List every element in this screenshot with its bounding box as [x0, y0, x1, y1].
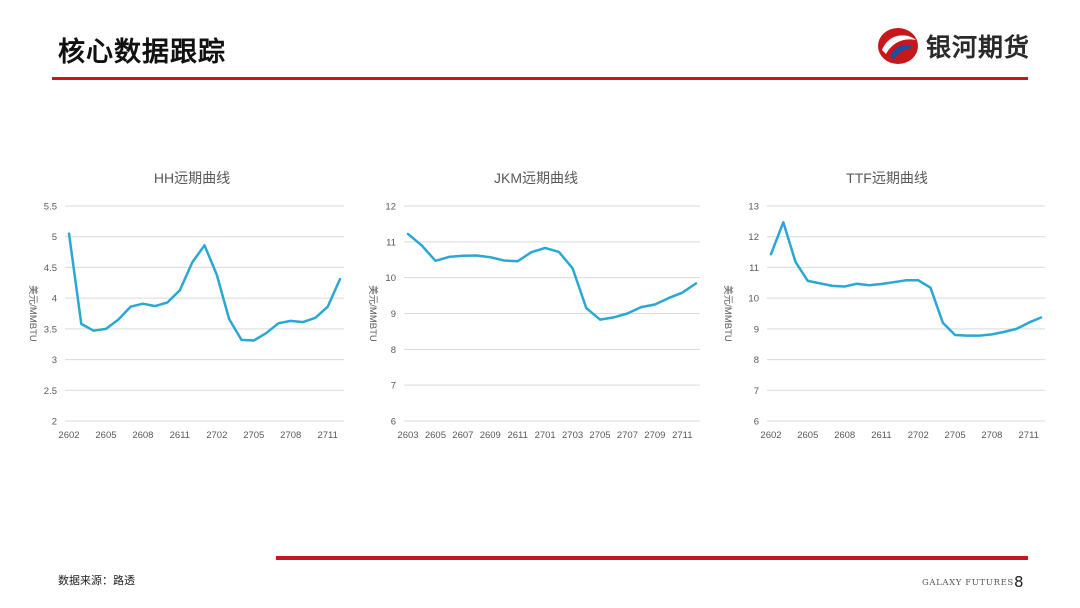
hh-x-tick-label: 2602 [58, 430, 79, 441]
jkm-y-tick-label: 7 [391, 381, 396, 392]
jkm-series-line [406, 232, 698, 321]
jkm-x-tick-label: 2603 [397, 430, 418, 441]
jkm-y-tick-label: 8 [391, 345, 396, 356]
ttf-y-tick-label: 7 [754, 386, 759, 397]
hh-chart-title: HH远期曲线 [154, 170, 230, 186]
hh-y-tick-label: 5 [52, 232, 57, 243]
ttf-series-line [769, 221, 1043, 337]
ttf-y-tick-label: 13 [748, 202, 759, 213]
hh-y-tick-label: 2.5 [44, 386, 57, 397]
logo-text: 银河期货 [926, 33, 1031, 62]
jkm-x-tick-label: 2709 [644, 430, 665, 441]
jkm-x-tick-label: 2701 [535, 430, 556, 441]
hh-y-tick-label: 5.5 [44, 202, 57, 213]
jkm-x-tick-label: 2609 [480, 430, 501, 441]
hh-y-tick-label: 4.5 [44, 263, 57, 274]
jkm-chart-title: JKM远期曲线 [494, 170, 578, 186]
jkm-x-tick-label: 2605 [425, 430, 446, 441]
ttf-chart-title: TTF远期曲线 [846, 170, 928, 186]
ttf-x-tick-label: 2608 [834, 430, 855, 441]
page-title: 核心数据跟踪 [58, 37, 226, 68]
hh-chart-svg: HH远期曲线 2 2.5 3 3.5 4 4.5 5 5.5 2602 2605 2608 2611 27… [27, 170, 344, 441]
page-number: 8 [1014, 573, 1024, 591]
jkm-x-tick-label: 2711 [672, 430, 692, 441]
hh-y-tick-label: 2 [52, 417, 57, 428]
hh-x-tick-label: 2705 [243, 430, 264, 441]
company-logo: 银河期货 [876, 24, 1030, 68]
ttf-y-axis-label: 美元/MMBTU [722, 285, 734, 342]
jkm-x-tick-label: 2703 [562, 430, 583, 441]
jkm-y-tick-label: 12 [385, 202, 396, 213]
ttf-y-tick-label: 11 [749, 263, 759, 274]
ttf-x-tick-label: 2711 [1019, 430, 1039, 441]
hh-y-axis-label: 美元/MMBTU [27, 285, 39, 342]
jkm-forward-curve-chart: JKM远期曲线 6 7 8 9 10 11 12 2603 2605 2607 2609 2611 270… [360, 160, 710, 445]
hh-y-tick-label: 4 [52, 294, 57, 305]
ttf-y-tick-label: 6 [754, 417, 759, 428]
jkm-x-tick-label: 2607 [452, 430, 473, 441]
hh-x-tick-label: 2611 [170, 430, 190, 441]
jkm-y-tick-label: 11 [386, 237, 396, 248]
galaxy-logo-icon [878, 28, 918, 64]
ttf-y-tick-label: 12 [748, 232, 759, 243]
ttf-forward-curve-chart: TTF远期曲线 6 7 8 9 10 11 12 13 2602 2605 2608 2611 2702 2… [715, 160, 1055, 445]
hh-x-tick-label: 2605 [95, 430, 116, 441]
jkm-y-tick-label: 9 [391, 309, 396, 320]
ttf-y-tick-label: 10 [748, 294, 759, 305]
ttf-x-tick-label: 2605 [797, 430, 818, 441]
ttf-chart-svg: TTF远期曲线 6 7 8 9 10 11 12 13 2602 2605 2608 2611 2702 2… [722, 170, 1045, 441]
hh-forward-curve-chart: HH远期曲线 2 2.5 3 3.5 4 4.5 5 5.5 2602 2605 2608 2611 27… [20, 160, 355, 445]
ttf-y-tick-label: 8 [754, 355, 759, 366]
ttf-x-tick-label: 2702 [908, 430, 929, 441]
header-divider [52, 77, 1028, 80]
jkm-y-axis-label: 美元/MMBTU [367, 285, 379, 342]
jkm-x-tick-label: 2611 [507, 430, 527, 441]
brand-english-name: GALAXY FUTURES [922, 578, 1014, 588]
jkm-y-tick-label: 6 [391, 417, 396, 428]
ttf-x-tick-label: 2708 [981, 430, 1002, 441]
hh-x-tick-label: 2608 [132, 430, 153, 441]
hh-y-tick-label: 3 [52, 355, 57, 366]
ttf-x-tick-label: 2705 [945, 430, 966, 441]
hh-y-tick-label: 3.5 [44, 324, 57, 335]
ttf-x-tick-label: 2611 [871, 430, 891, 441]
jkm-x-tick-label: 2707 [617, 430, 638, 441]
hh-x-tick-label: 2711 [317, 430, 337, 441]
hh-series-line [67, 232, 342, 342]
ttf-x-tick-label: 2602 [760, 430, 781, 441]
hh-x-tick-label: 2702 [206, 430, 227, 441]
hh-x-tick-label: 2708 [280, 430, 301, 441]
ttf-y-tick-label: 9 [754, 324, 759, 335]
data-source-note: 数据来源：路透 [58, 574, 135, 587]
jkm-y-tick-label: 10 [385, 273, 396, 284]
footer-divider [276, 556, 1028, 560]
jkm-x-tick-label: 2705 [589, 430, 610, 441]
jkm-chart-svg: JKM远期曲线 6 7 8 9 10 11 12 2603 2605 2607 2609 2611 270… [367, 170, 700, 441]
